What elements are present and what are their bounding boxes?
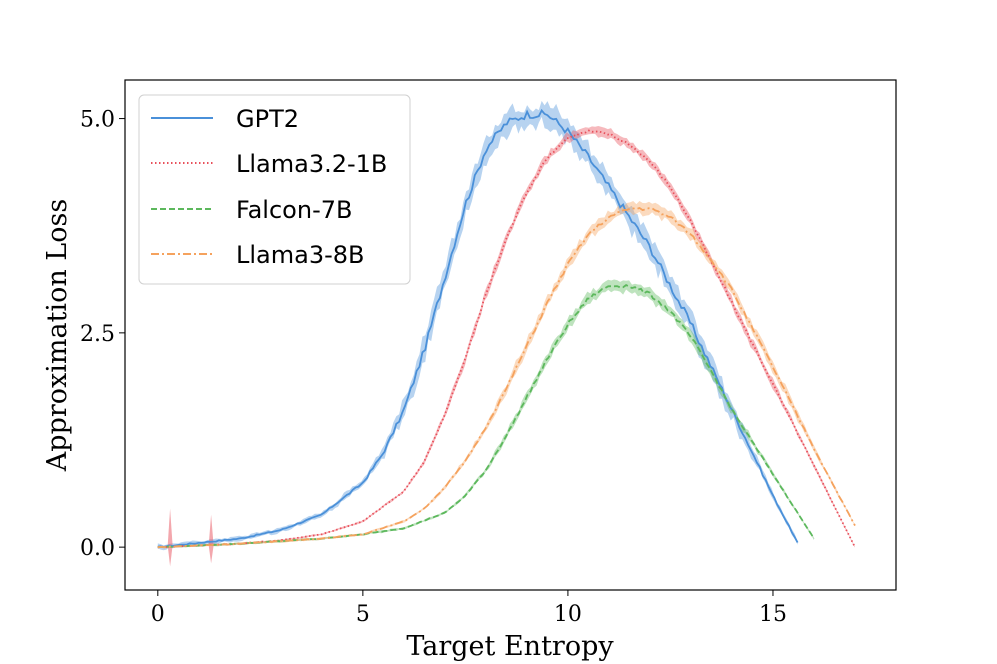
y-axis-label: Approximation Loss <box>42 199 73 472</box>
series-lines <box>157 108 856 549</box>
plot-frame <box>124 79 897 591</box>
y-tick-label: 2.5 <box>80 322 115 347</box>
band-falcon-7b <box>157 279 815 549</box>
series-line-llama3-8b <box>157 207 856 549</box>
y-tick-label: 5.0 <box>80 108 115 133</box>
legend: GPT2 Llama3.2-1B Falcon-7B Llama3-8B <box>138 94 411 285</box>
noise-spike <box>167 508 173 567</box>
series-line-falcon-7b <box>157 284 815 549</box>
y-axis: 0.0 2.5 5.0 <box>80 108 125 561</box>
legend-label-gpt2: GPT2 <box>236 105 299 133</box>
series-line-gpt2 <box>157 108 799 548</box>
x-axis-label: Target Entropy <box>406 631 614 662</box>
x-axis: 0 5 10 15 <box>151 590 787 627</box>
x-tick-label: 15 <box>759 602 787 627</box>
y-tick-label: 0.0 <box>80 536 115 561</box>
x-tick-label: 5 <box>356 602 370 627</box>
legend-label-llama3-8b: Llama3-8B <box>236 241 365 269</box>
legend-label-falcon-7b: Falcon-7B <box>236 196 352 224</box>
confidence-bands <box>157 100 856 567</box>
x-tick-label: 10 <box>554 602 582 627</box>
noise-spike <box>208 514 214 564</box>
legend-box <box>138 94 411 285</box>
legend-label-llama32-1b: Llama3.2-1B <box>236 150 387 178</box>
x-tick-label: 0 <box>151 602 165 627</box>
